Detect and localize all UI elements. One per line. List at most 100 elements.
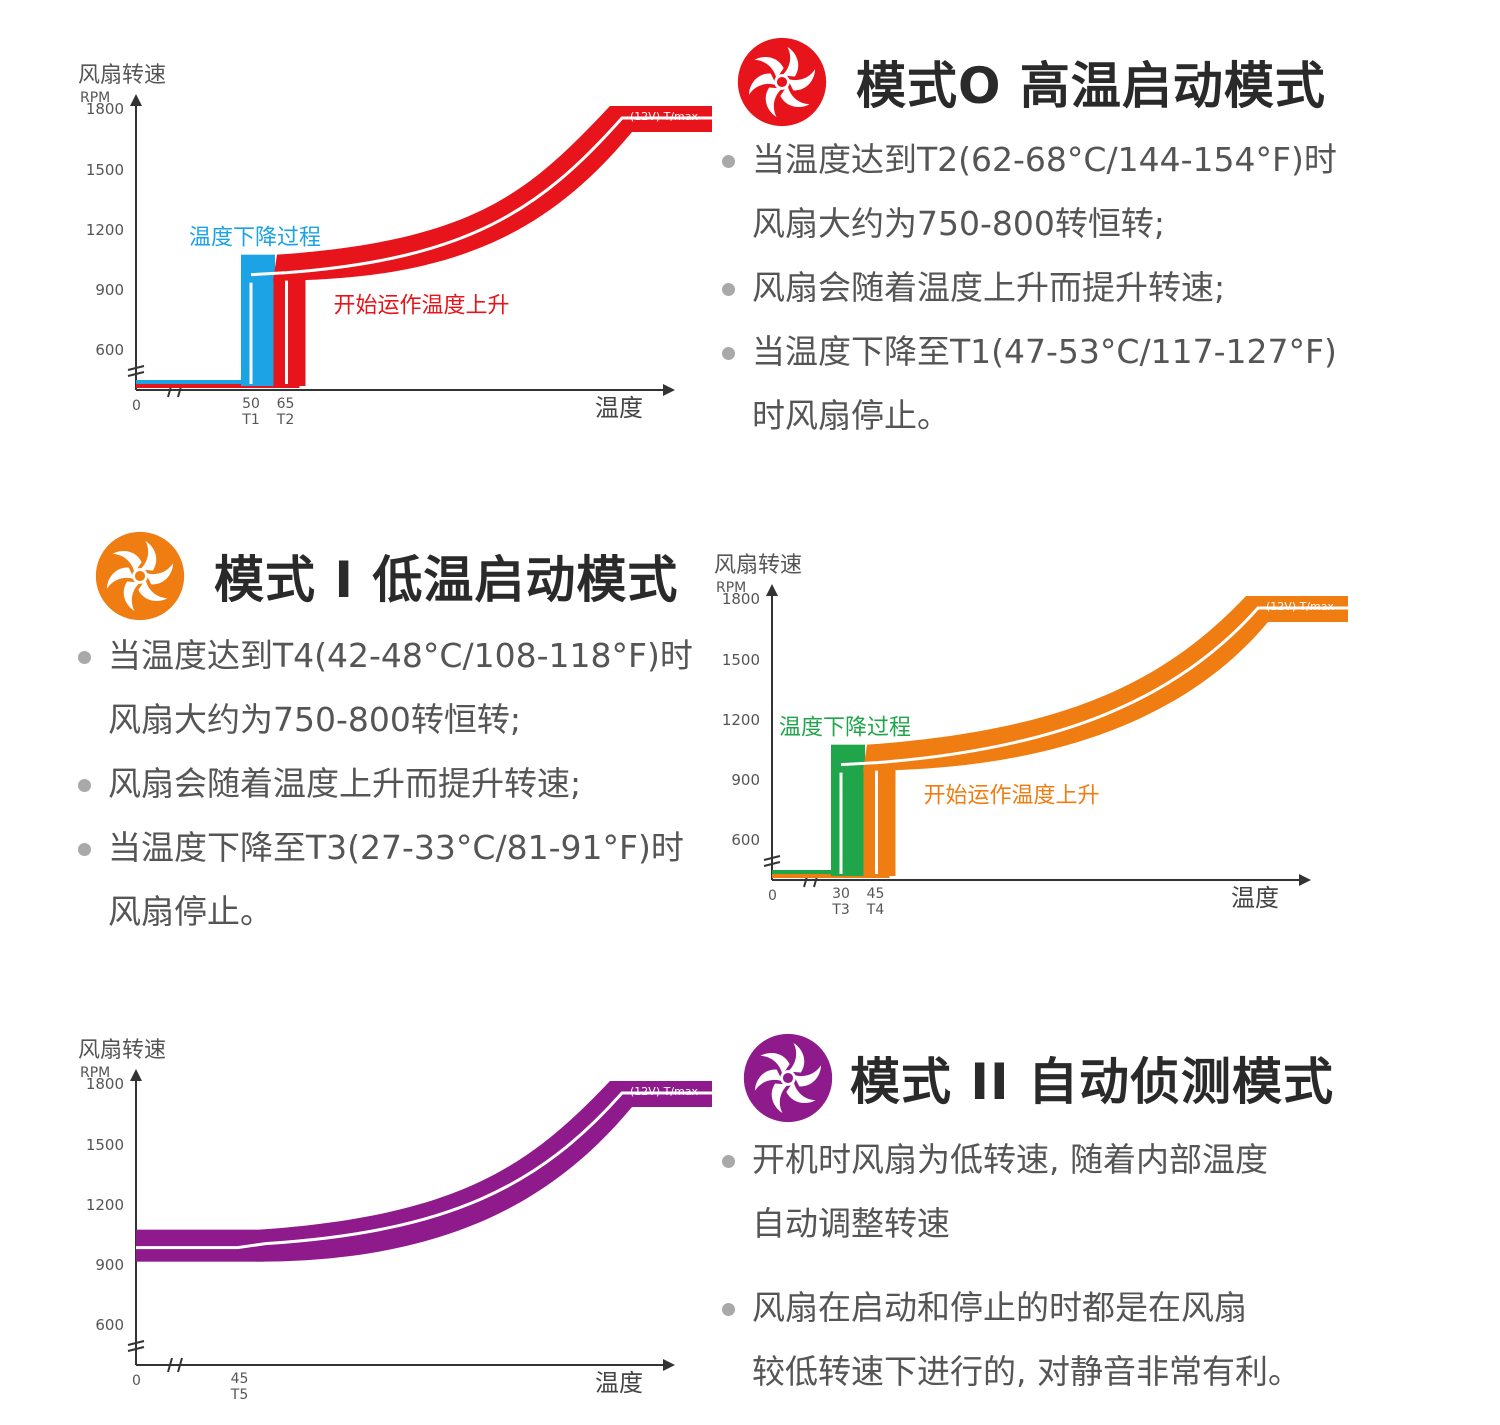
bullet-item: 当温度达到T4(42-48°C/108-118°F)时 风扇大约为750-800… — [78, 624, 693, 752]
fan-hub — [132, 568, 148, 584]
y-tick-600: 600 — [95, 1316, 124, 1334]
fan-blade — [786, 1081, 816, 1104]
x-marker-label: T2 — [276, 412, 294, 428]
fan-blade — [748, 73, 777, 95]
mode-0-description: 当温度达到T2(62-68°C/144-154°F)时 风扇大约为750-800… — [722, 128, 1337, 448]
x-axis-arrow — [663, 1359, 675, 1371]
x-marker-label: T3 — [831, 902, 849, 918]
y-tick-1500: 1500 — [722, 651, 760, 669]
mode-0-header: 模式O 高温启动模式 — [736, 36, 1326, 128]
origin-label: 0 — [768, 888, 777, 904]
y-tick-600: 600 — [95, 341, 124, 359]
chart-mode-1: 风扇转速 RPM 温度下降过程 开始运作温度上升 (12V) T/max 温度 … — [696, 540, 1376, 940]
fan-icon — [736, 36, 828, 128]
y-axis-unit: RPM — [716, 580, 746, 596]
x-axis-title: 温度 — [595, 394, 643, 422]
y-tick-900: 900 — [95, 281, 124, 299]
fan-blade — [782, 47, 799, 77]
bullet-text: 风扇会随着温度上升而提升转速; — [752, 268, 1226, 307]
y-axis-break — [127, 1340, 145, 1352]
origin-label: 0 — [132, 398, 141, 414]
chart-mode-0: 风扇转速 RPM 温度下降过程 开始运作温度上升 (12V) T/max 温度 … — [60, 50, 740, 450]
origin-label: 0 — [132, 1373, 141, 1389]
fall-bar — [831, 744, 865, 876]
rise-curve-inner — [136, 1091, 712, 1250]
rise-label: 开始运作温度上升 — [924, 784, 1100, 809]
chart-mode-2: 风扇转速 RPM (12V) T/max 温度 0 600 900 1200 1… — [60, 1025, 740, 1425]
fan-icon-graphic — [737, 37, 827, 127]
fall-bar — [241, 254, 275, 386]
rise-curve — [273, 106, 712, 281]
bullet-text: 当温度达到T4(42-48°C/108-118°F)时 — [108, 636, 693, 675]
fan-blade — [754, 56, 784, 79]
x-marker-label: T1 — [241, 412, 259, 428]
fan-blade — [787, 69, 816, 91]
fan-icon — [742, 1032, 834, 1124]
y-axis-arrow — [130, 1069, 142, 1081]
x-axis-break — [167, 1357, 183, 1373]
y-axis-break — [763, 855, 781, 867]
bullet-text: 当温度下降至T3(27-33°C/81-91°F)时 — [108, 828, 684, 867]
y-axis-unit: RPM — [80, 90, 110, 106]
plot-area — [127, 94, 712, 398]
bullet-item: 当温度达到T2(62-68°C/144-154°F)时 风扇大约为750-800… — [722, 128, 1337, 256]
y-tick-1800: 1800 — [86, 1075, 124, 1093]
rise-bar — [273, 276, 306, 386]
y-axis-arrow — [766, 584, 778, 596]
y-tick-1200: 1200 — [86, 221, 124, 239]
x-marker-label: T5 — [230, 1387, 248, 1403]
y-axis-title: 风扇转速 — [78, 1038, 166, 1063]
bullet-text: 风扇停止。 — [108, 892, 273, 931]
max-label: (12V) T/max — [1266, 600, 1334, 613]
y-tick-1800: 1800 — [86, 100, 124, 118]
y-tick-1500: 1500 — [86, 1136, 124, 1154]
fan-blade — [765, 87, 782, 117]
x-axis-arrow — [663, 384, 675, 396]
chart-svg-mode-0: 风扇转速 RPM 温度下降过程 开始运作温度上升 (12V) T/max 温度 … — [78, 63, 712, 428]
bullet-text: 时风扇停止。 — [752, 396, 950, 435]
max-label: (12V) T/max — [630, 110, 698, 123]
x-marker-value: 45 — [231, 1371, 249, 1387]
x-marker-value: 30 — [832, 886, 850, 902]
y-axis-arrow — [130, 94, 142, 106]
fan-blade — [140, 541, 157, 571]
bullet-text: 较低转速下进行的, 对静音非常有利。 — [752, 1352, 1301, 1391]
bullet-text: 当温度下降至T1(47-53°C/117-127°F) — [752, 332, 1337, 371]
fan-blade — [760, 1052, 790, 1075]
fan-blade — [771, 1083, 788, 1113]
mode-2-description: 开机时风扇为低转速, 随着内部温度 自动调整转速 风扇在启动和停止的时都是在风扇… — [722, 1128, 1301, 1404]
fall-label: 温度下降过程 — [779, 716, 911, 741]
fan-blade — [793, 1065, 822, 1087]
fan-blade — [788, 1043, 805, 1073]
rise-bar — [863, 766, 896, 876]
rise-curve-inner — [250, 116, 712, 277]
plot-area — [763, 584, 1348, 888]
fan-blade — [106, 567, 135, 589]
bullet-item: 风扇在启动和停止的时都是在风扇 较低转速下进行的, 对静音非常有利。 — [722, 1276, 1301, 1404]
y-tick-1800: 1800 — [722, 590, 760, 608]
bullet-text: 自动调整转速 — [752, 1204, 950, 1243]
plot-area — [127, 1069, 712, 1373]
mode-1-description: 当温度达到T4(42-48°C/108-118°F)时 风扇大约为750-800… — [78, 624, 693, 944]
fan-blade — [754, 1069, 783, 1091]
x-marker-value: 65 — [277, 396, 295, 412]
x-axis-title: 温度 — [1231, 884, 1279, 912]
bullet-text: 风扇会随着温度上升而提升转速; — [108, 764, 582, 803]
chart-svg-mode-1: 风扇转速 RPM 温度下降过程 开始运作温度上升 (12V) T/max 温度 … — [714, 553, 1348, 918]
x-marker-value: 50 — [242, 396, 260, 412]
y-axis-break — [127, 365, 145, 377]
y-axis-unit: RPM — [80, 1065, 110, 1081]
fan-icon — [94, 530, 186, 622]
bullet-text: 当温度达到T2(62-68°C/144-154°F)时 — [752, 140, 1337, 179]
fall-label: 温度下降过程 — [189, 226, 321, 251]
y-tick-600: 600 — [731, 831, 760, 849]
fan-hub — [780, 1070, 796, 1086]
bullet-item: 风扇会随着温度上升而提升转速; — [722, 256, 1337, 320]
max-label: (12V) T/max — [630, 1085, 698, 1098]
rise-curve-inner — [840, 606, 1348, 767]
bullet-text: 风扇大约为750-800转恒转; — [108, 700, 521, 739]
fan-blade — [780, 85, 810, 108]
x-marker-value: 45 — [867, 886, 885, 902]
y-tick-900: 900 — [731, 771, 760, 789]
rise-label: 开始运作温度上升 — [334, 294, 510, 319]
